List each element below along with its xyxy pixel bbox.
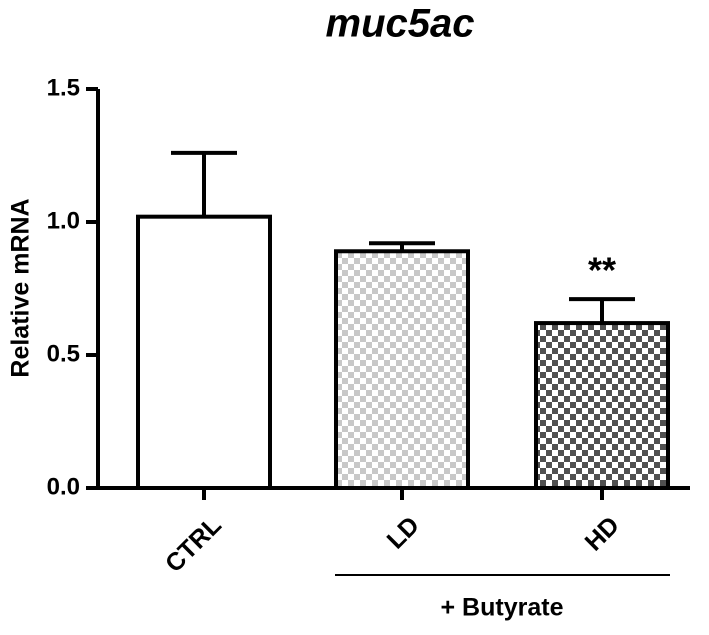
bar (334, 249, 470, 490)
y-tick-label: 0.0 (47, 473, 80, 500)
y-tick-label: 1.5 (47, 74, 80, 101)
significance-label: ** (588, 250, 616, 291)
chart-title: muc5ac (326, 2, 475, 46)
bar (534, 321, 670, 490)
y-tick-label: 1.0 (47, 207, 80, 234)
x-tick-label: HD (580, 511, 625, 556)
group-label: + Butyrate (441, 594, 564, 622)
bar (136, 214, 272, 490)
x-tick-label: CTRL (160, 511, 227, 578)
y-axis-label: Relative mRNA (7, 198, 35, 377)
x-tick-label: LD (382, 511, 425, 554)
y-tick-label: 0.5 (47, 340, 80, 367)
